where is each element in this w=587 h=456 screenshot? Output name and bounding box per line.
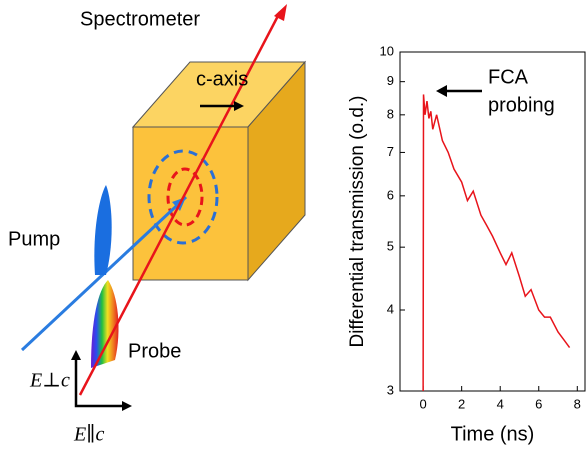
x-tick-label: 2 bbox=[458, 396, 465, 411]
y-tick-label: 8 bbox=[387, 106, 394, 121]
annotation: FCA bbox=[488, 66, 529, 88]
y-tick-label: 3 bbox=[387, 382, 394, 397]
annotation-head bbox=[436, 85, 447, 97]
probe-pulse bbox=[91, 280, 119, 368]
probe-label: Probe bbox=[128, 340, 181, 362]
x-tick-label: 6 bbox=[535, 396, 542, 411]
data-line bbox=[423, 94, 569, 391]
page: {"diagram": {"spectrometer": "Spectromet… bbox=[0, 0, 587, 456]
y-tick-label: 9 bbox=[387, 73, 394, 88]
box-front bbox=[133, 127, 248, 280]
annotation: probing bbox=[488, 94, 555, 116]
figure: Spectrometer c-axis Pump Probe E⊥c E∥c 3… bbox=[0, 0, 587, 456]
polarization-right bbox=[122, 401, 132, 411]
x-tick-label: 4 bbox=[497, 396, 504, 411]
chart: 3 4 5 6 7 8 9 10 0 2 4 6 8 Time (ns) Differential tran… bbox=[347, 43, 585, 445]
x-tick-label: 8 bbox=[574, 396, 581, 411]
e-par-label: E∥c bbox=[73, 424, 104, 446]
spectrometer-label: Spectrometer bbox=[80, 8, 200, 30]
c-axis-label: c-axis bbox=[196, 68, 248, 90]
y-tick-label: 4 bbox=[387, 301, 394, 316]
x-tick-label: 0 bbox=[420, 396, 427, 411]
x-axis-label: Time (ns) bbox=[451, 423, 535, 445]
y-tick-label: 10 bbox=[380, 43, 394, 58]
y-tick-label: 5 bbox=[387, 239, 394, 254]
e-perp-label: E⊥c bbox=[29, 370, 70, 392]
polarization-up bbox=[71, 350, 81, 360]
diagram: Spectrometer c-axis Pump Probe E⊥c E∥c bbox=[8, 4, 305, 446]
y-tick-label: 6 bbox=[387, 187, 394, 202]
y-tick-label: 7 bbox=[387, 144, 394, 159]
y-axis-label: Differential transmission (o.d.) bbox=[347, 95, 368, 347]
pump-label: Pump bbox=[8, 228, 60, 250]
pump-pulse bbox=[94, 185, 111, 275]
